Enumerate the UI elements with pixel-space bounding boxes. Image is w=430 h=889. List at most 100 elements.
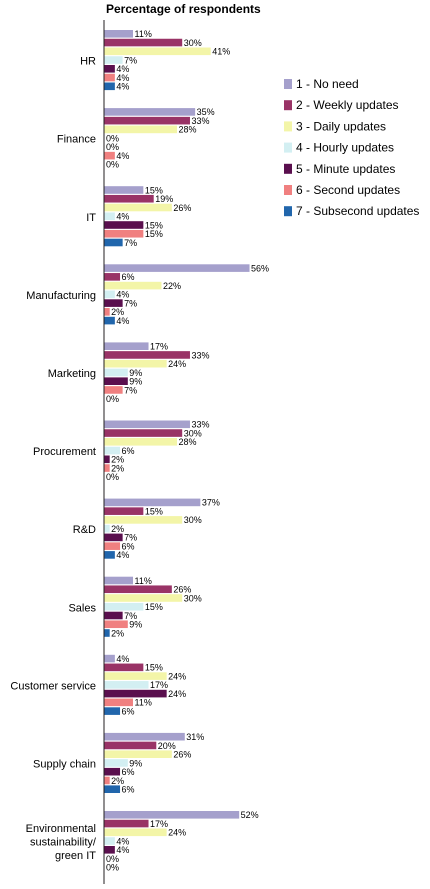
bar	[104, 698, 133, 707]
category-label: Marketing	[48, 368, 96, 380]
bar	[104, 429, 183, 437]
data-label: 9%	[129, 377, 142, 387]
legend-swatch	[284, 79, 292, 89]
category-label: IT	[86, 212, 96, 224]
bar	[104, 498, 201, 507]
category-label: Finance	[57, 134, 96, 146]
bar	[104, 82, 115, 91]
data-label: 9%	[129, 368, 142, 378]
legend-item-label: 5 - Minute updates	[296, 162, 395, 176]
bar	[104, 828, 167, 837]
data-label: 41%	[212, 47, 230, 57]
data-label: 17%	[150, 680, 168, 690]
data-label: 4%	[116, 73, 129, 83]
data-label: 7%	[124, 611, 137, 621]
bar	[104, 611, 123, 620]
data-label: 4%	[116, 212, 129, 222]
bar	[104, 359, 167, 368]
legend-item-label: 7 - Subsecond updates	[296, 204, 419, 218]
data-label: 2%	[111, 628, 124, 638]
data-label: 7%	[124, 385, 137, 395]
bar	[104, 455, 110, 464]
bar	[104, 351, 190, 359]
bar	[104, 551, 115, 559]
data-label: 17%	[150, 342, 168, 352]
category-label: sustainability/	[30, 837, 97, 849]
data-label: 0%	[106, 394, 119, 404]
bar	[104, 464, 110, 472]
bar	[104, 585, 172, 594]
bar	[104, 819, 149, 828]
bar	[104, 73, 115, 82]
bar	[104, 386, 123, 394]
data-label: 9%	[129, 620, 142, 630]
bar	[104, 811, 240, 819]
chart-title: Percentage of respondents	[106, 2, 261, 16]
data-label: 15%	[145, 220, 163, 230]
bar	[104, 707, 121, 715]
data-label: 30%	[184, 593, 202, 603]
data-label: 52%	[241, 810, 259, 820]
bar	[104, 316, 115, 325]
data-label: 4%	[116, 151, 129, 161]
legend-item-label: 3 - Daily updates	[296, 119, 386, 133]
data-label: 11%	[134, 698, 151, 708]
category-label: green IT	[55, 850, 96, 862]
category-label: HR	[80, 56, 96, 68]
bar	[104, 507, 144, 515]
legend-swatch	[284, 185, 292, 195]
bar	[104, 56, 123, 64]
bar	[104, 116, 190, 125]
data-label: 6%	[122, 785, 135, 795]
data-label: 24%	[168, 671, 186, 681]
data-label: 7%	[124, 533, 137, 543]
bar	[104, 47, 211, 56]
data-label: 11%	[134, 29, 151, 39]
data-label: 33%	[191, 420, 209, 430]
legend-swatch	[284, 163, 292, 174]
data-label: 6%	[122, 541, 135, 551]
data-label: 7%	[124, 298, 137, 308]
data-label: 4%	[116, 654, 129, 664]
bar	[104, 186, 144, 194]
bar	[104, 533, 123, 542]
data-label: 7%	[124, 55, 137, 65]
legend-swatch	[284, 142, 292, 153]
bar	[104, 654, 115, 663]
bar	[104, 38, 183, 47]
bar	[104, 229, 144, 238]
bar	[104, 342, 149, 350]
legend-item-label: 1 - No need	[296, 77, 359, 91]
data-label: 6%	[122, 446, 135, 456]
data-label: 17%	[150, 819, 168, 829]
category-label: R&D	[73, 524, 96, 536]
bar	[104, 108, 196, 116]
bar	[104, 759, 128, 767]
data-label: 4%	[116, 845, 129, 855]
bar	[104, 273, 121, 281]
bar	[104, 308, 110, 316]
bar	[104, 125, 178, 134]
data-label: 2%	[111, 463, 124, 473]
category-label: Supply chain	[33, 759, 96, 771]
bar	[104, 221, 144, 229]
bar	[104, 576, 133, 585]
data-label: 4%	[116, 836, 129, 846]
bar	[104, 264, 250, 272]
data-label: 15%	[145, 506, 163, 516]
bar	[104, 785, 121, 793]
bar	[104, 299, 123, 307]
data-label: 28%	[179, 125, 197, 135]
bar	[104, 290, 115, 299]
data-label: 2%	[111, 524, 124, 534]
data-label: 4%	[116, 316, 129, 326]
data-label: 0%	[106, 133, 119, 143]
bar	[104, 368, 128, 377]
bars-group: 11%30%41%7%4%4%4%35%33%28%0%0%4%0%15%19%…	[104, 29, 269, 873]
bar	[104, 663, 144, 672]
bar	[104, 846, 115, 854]
data-label: 6%	[122, 767, 135, 777]
category-labels: HR Finance IT Manufacturing Marketing Procure…	[10, 56, 97, 863]
legend-swatch	[284, 121, 292, 132]
data-label: 24%	[168, 359, 186, 369]
